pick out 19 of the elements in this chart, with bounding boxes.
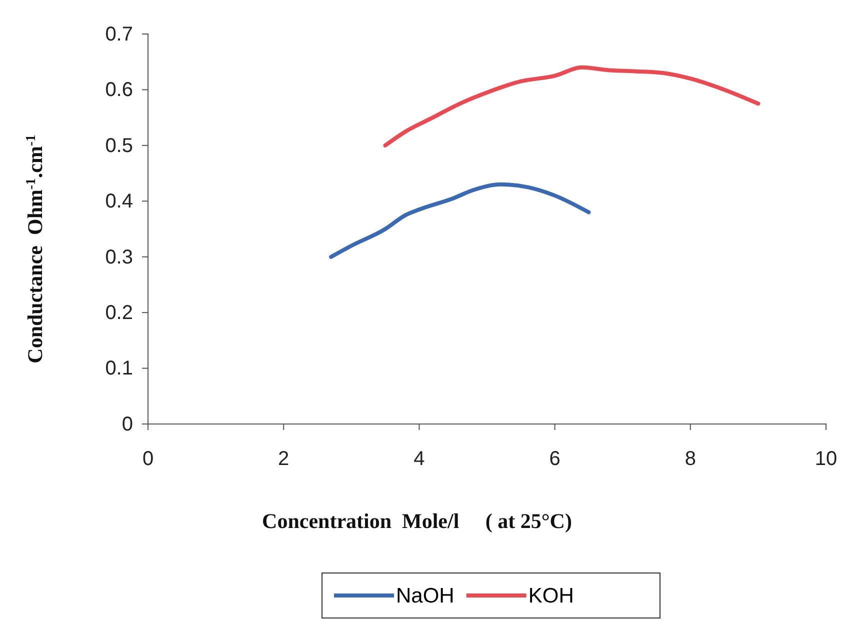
- y-tick-label: 0.1: [105, 358, 133, 380]
- line-series: [329, 182, 591, 259]
- x-tick-label: 0: [142, 448, 154, 470]
- x-tick-label: 4: [414, 448, 425, 470]
- x-axis-title: Concentration Mole/l ( at 25°C): [262, 509, 572, 533]
- y-tick-label: 0.2: [105, 302, 133, 324]
- y-tick-label: 0.5: [105, 134, 133, 157]
- line-series: [383, 65, 760, 148]
- x-tick-label: 8: [684, 448, 696, 470]
- legend-label: KOH: [528, 584, 574, 608]
- y-tick-label: 0.3: [105, 246, 133, 268]
- y-tick-label: 0: [122, 413, 133, 436]
- y-tick-label: 0.7: [105, 23, 133, 46]
- y-tick-label: 0.6: [105, 79, 133, 102]
- legend-label: NaOH: [396, 584, 454, 608]
- x-tick-label: 10: [814, 448, 838, 470]
- x-tick-label: 6: [549, 448, 560, 470]
- y-tick-label: 0.4: [105, 190, 133, 213]
- x-tick-label: 2: [278, 448, 290, 470]
